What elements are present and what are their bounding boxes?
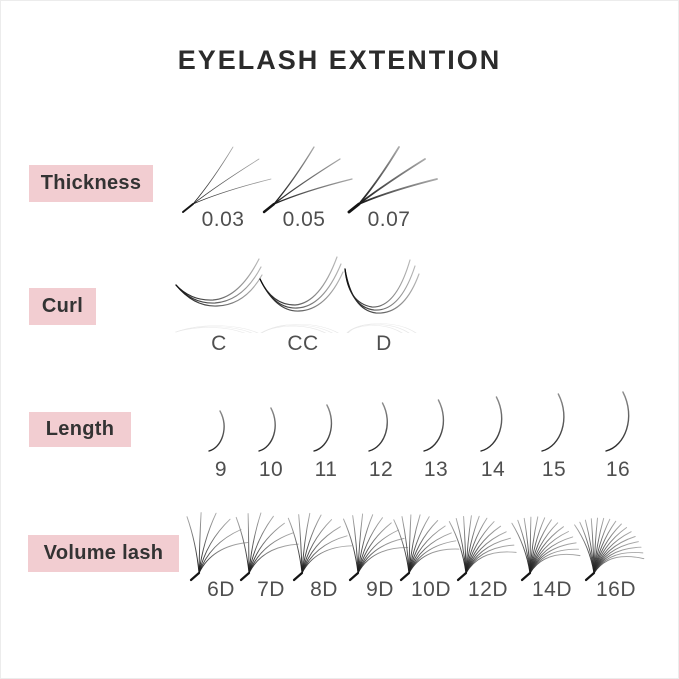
volume-value: 14D [531, 578, 573, 601]
length-lash-icon [605, 391, 630, 452]
length-value: 15 [541, 458, 567, 481]
length-value: 12 [368, 458, 394, 481]
tag-volume: Volume lash [28, 535, 179, 572]
curl-lash-icon [344, 259, 420, 333]
curl-value: CC [287, 332, 319, 355]
length-lash-icon [258, 407, 276, 452]
volume-value: 16D [595, 578, 637, 601]
volume-value: 10D [410, 578, 452, 601]
length-lash-icon [423, 399, 445, 452]
volume-value: 8D [310, 578, 338, 601]
volume-fan-icon [393, 514, 460, 582]
curl-value: C [211, 332, 227, 355]
length-value: 11 [314, 458, 338, 481]
volume-value: 6D [207, 578, 235, 601]
volume-fan-icon [186, 512, 249, 582]
page-title: EYELASH EXTENTION [177, 45, 502, 75]
length-lash-icon [480, 396, 503, 452]
length-lash-icon [368, 402, 388, 452]
volume-fan-icon [343, 513, 409, 582]
volume-fan-icon [235, 512, 299, 582]
tag-curl: Curl [29, 288, 96, 325]
length-value: 16 [605, 458, 631, 481]
volume-fan-icon [448, 515, 517, 582]
curl-lash-icon [175, 258, 263, 333]
thickness-lash-icon [262, 146, 353, 214]
length-lash-icon [313, 404, 333, 452]
length-value: 9 [214, 458, 228, 481]
volume-value: 7D [257, 578, 285, 601]
thickness-value: 0.05 [282, 208, 326, 231]
tag-length: Length [29, 412, 131, 447]
thickness-lash-icon [182, 146, 272, 213]
volume-value: 12D [467, 578, 509, 601]
length-value: 13 [423, 458, 449, 481]
tag-thickness: Thickness [29, 165, 153, 202]
volume-fan-icon [511, 516, 581, 582]
thickness-lash-icon [347, 146, 438, 214]
length-value: 10 [258, 458, 284, 481]
volume-fan-icon [574, 517, 645, 582]
length-value: 14 [480, 458, 506, 481]
thickness-value: 0.07 [367, 208, 411, 231]
curl-value: D [376, 332, 392, 355]
volume-value: 9D [366, 578, 394, 601]
thickness-value: 0.03 [201, 208, 245, 231]
length-lash-icon [541, 393, 565, 452]
length-lash-icon [208, 410, 225, 452]
curl-lash-icon [259, 256, 344, 333]
volume-fan-icon [287, 512, 352, 582]
